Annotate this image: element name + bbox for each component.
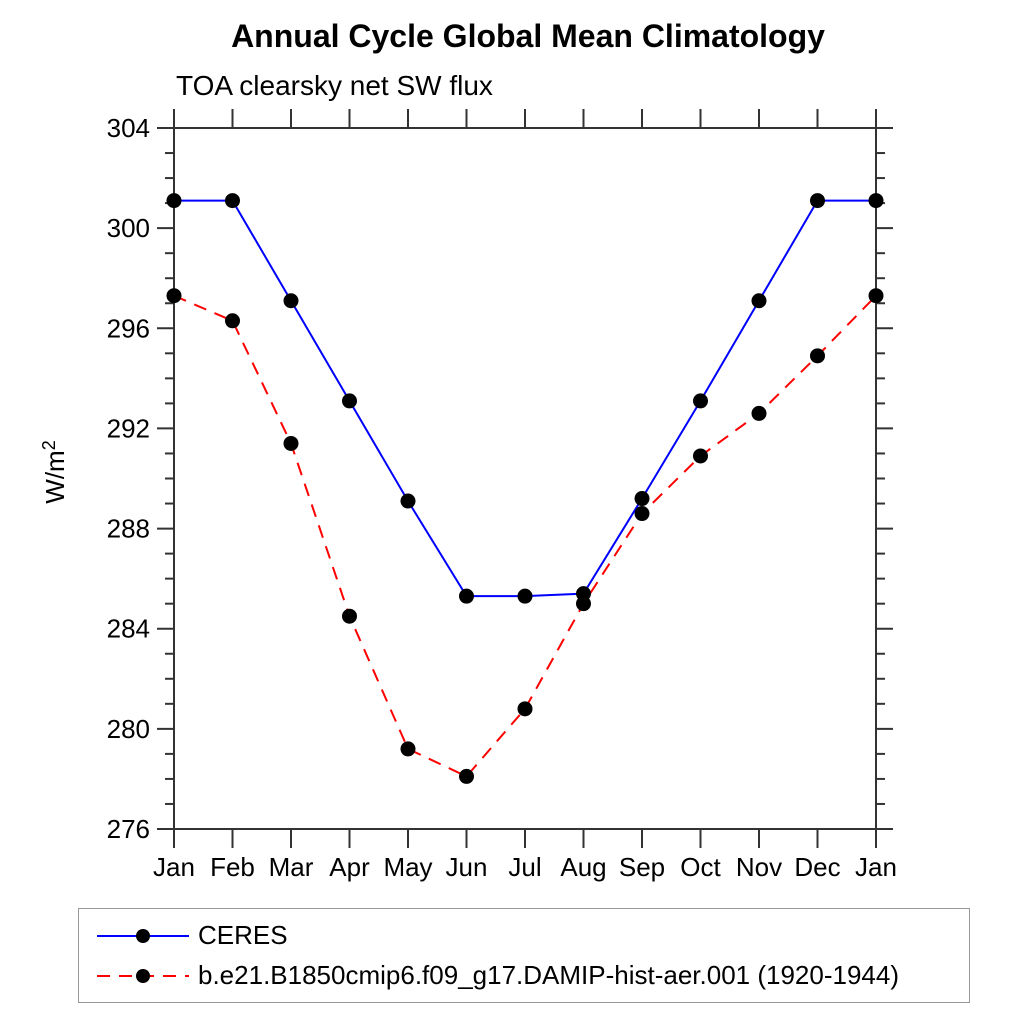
ceres-marker xyxy=(517,588,533,604)
chart-subtitle: TOA clearsky net SW flux xyxy=(176,70,493,101)
legend-label-ceres: CERES xyxy=(198,920,288,950)
model-marker xyxy=(634,506,650,522)
y-tick-label: 304 xyxy=(107,113,150,143)
legend-model-marker-icon xyxy=(136,968,150,983)
x-tick-label: Oct xyxy=(680,852,721,882)
y-tick-label: 276 xyxy=(107,814,150,844)
legend-item-ceres: CERES xyxy=(79,916,969,956)
y-tick-label: 284 xyxy=(107,614,150,644)
model-marker xyxy=(166,288,182,304)
y-tick-label: 292 xyxy=(107,413,150,443)
plot-box xyxy=(173,127,877,830)
ceres-line xyxy=(174,199,876,598)
ceres-marker xyxy=(283,293,299,309)
ceres-marker xyxy=(751,293,767,309)
model-marker xyxy=(693,448,708,464)
y-tick-label: 296 xyxy=(107,313,150,343)
x-tick-label: Dec xyxy=(794,852,840,882)
legend-sample-model-line-icon xyxy=(97,968,189,983)
x-tick-label: Mar xyxy=(269,852,314,882)
legend-ceres-marker-icon xyxy=(136,928,150,943)
ceres-marker xyxy=(342,393,357,409)
model-marker xyxy=(283,435,299,451)
chart-title: Annual Cycle Global Mean Climatology xyxy=(231,18,825,54)
y-axis-title: W/m2 xyxy=(39,440,70,503)
legend: CERES b.e21.B1850cmip6.f09_g17.DAMIP-his… xyxy=(78,908,970,1003)
legend-label-model: b.e21.B1850cmip6.f09_g17.DAMIP-hist-aer.… xyxy=(198,960,899,990)
model-marker xyxy=(517,701,533,717)
ceres-marker xyxy=(634,491,650,507)
legend-item-model: b.e21.B1850cmip6.f09_g17.DAMIP-hist-aer.… xyxy=(79,956,969,996)
x-tick-label: May xyxy=(383,852,432,882)
ceres-marker xyxy=(225,193,240,209)
model-marker xyxy=(400,741,416,757)
model-marker xyxy=(868,288,884,304)
model-marker xyxy=(342,608,357,624)
x-tick-label: Aug xyxy=(560,852,606,882)
model-marker xyxy=(459,768,474,784)
legend-sample-ceres-line-icon xyxy=(97,928,189,943)
ceres-marker xyxy=(459,588,474,604)
x-tick-label: Jun xyxy=(446,852,488,882)
ceres-marker xyxy=(868,193,884,209)
x-tick-label: Nov xyxy=(736,852,782,882)
model-marker xyxy=(225,313,240,329)
y-tick-label: 288 xyxy=(107,514,150,544)
ceres-marker xyxy=(810,193,825,209)
x-tick-label: Apr xyxy=(329,852,370,882)
ceres-marker xyxy=(693,393,708,409)
x-tick-label: Jan xyxy=(153,852,195,882)
y-tick-label: 300 xyxy=(107,213,150,243)
model-marker xyxy=(751,405,767,421)
x-tick-label: Jul xyxy=(508,852,541,882)
x-tick-label: Feb xyxy=(210,852,255,882)
x-tick-label: Jan xyxy=(855,852,897,882)
ceres-marker xyxy=(400,493,416,509)
x-tick-label: Sep xyxy=(619,852,665,882)
y-tick-label: 280 xyxy=(107,714,150,744)
model-marker xyxy=(810,348,825,364)
ceres-marker xyxy=(166,193,182,209)
model-marker xyxy=(576,596,591,612)
